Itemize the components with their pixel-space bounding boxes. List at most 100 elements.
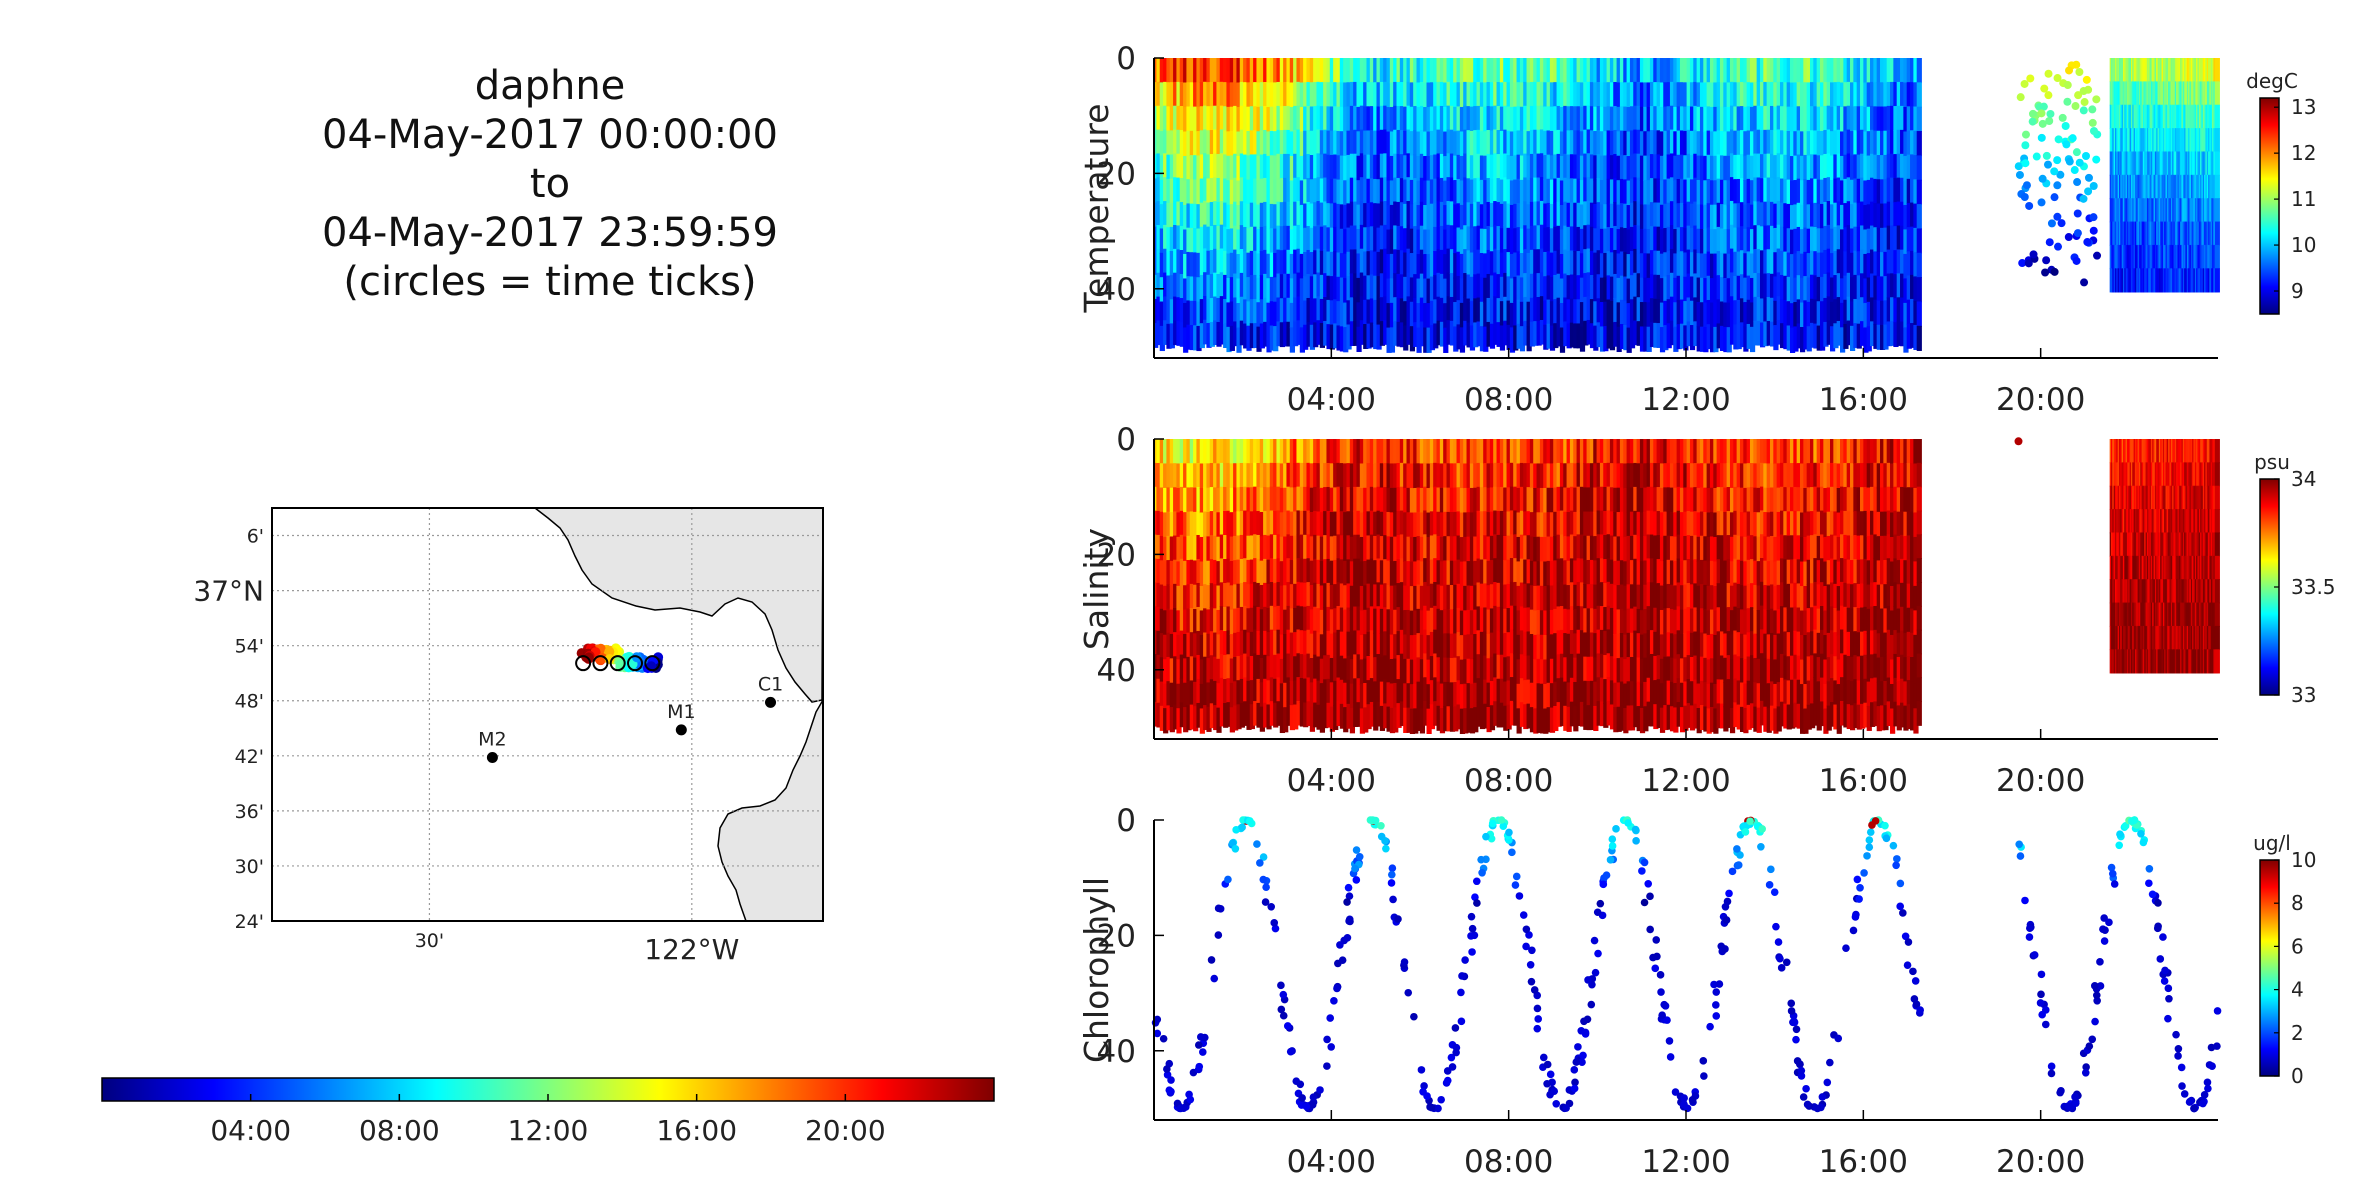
profile-sample xyxy=(1583,273,1589,298)
profile-sample xyxy=(1209,250,1215,275)
profile-sample xyxy=(1209,154,1215,179)
profile-sample xyxy=(1716,275,1722,301)
profile-sample xyxy=(1316,129,1322,155)
profile-sample xyxy=(1419,321,1426,347)
profile-sample xyxy=(1646,82,1652,108)
profile-sample xyxy=(1633,296,1639,322)
profile-sample xyxy=(1413,58,1419,83)
profile-sample xyxy=(1609,155,1616,181)
profile-sample xyxy=(1493,105,1499,131)
profile-sample xyxy=(1543,130,1549,156)
profile-sample xyxy=(1219,58,1225,83)
profile-sample xyxy=(1693,273,1699,299)
profile-sample xyxy=(1643,277,1649,303)
profile-sample xyxy=(1269,82,1275,108)
profile-sample xyxy=(1753,129,1759,155)
profile-sample xyxy=(1406,272,1412,298)
profile-sample xyxy=(1319,202,1325,228)
profile-sample xyxy=(1359,81,1366,107)
profile-sample xyxy=(1696,228,1702,254)
profile-sample xyxy=(1309,252,1315,278)
profile-sample xyxy=(1709,155,1716,182)
scatter-point xyxy=(2079,87,2088,96)
profile-sample xyxy=(1463,201,1469,227)
profile-sample xyxy=(1679,299,1686,325)
profile-sample xyxy=(1633,248,1639,274)
profile-sample xyxy=(1683,106,1689,132)
profile-sample xyxy=(1629,178,1636,204)
profile-sample xyxy=(1426,180,1432,206)
profile-sample xyxy=(1726,253,1732,279)
scatter-point xyxy=(2020,193,2029,202)
scatter-point xyxy=(2083,238,2092,247)
profile-sample xyxy=(1626,254,1632,280)
profile-sample xyxy=(1429,130,1436,156)
profile-sample xyxy=(1213,153,1219,179)
profile-sample xyxy=(1419,81,1426,107)
profile-sample xyxy=(1169,58,1175,83)
profile-sample xyxy=(1283,321,1289,347)
profile-sample xyxy=(1403,252,1409,278)
profile-cast xyxy=(1636,58,1642,346)
profile-sample xyxy=(1323,58,1329,83)
profile-sample xyxy=(1703,326,1709,353)
profile-sample xyxy=(1236,229,1242,255)
profile-sample xyxy=(1579,131,1586,157)
profile-sample xyxy=(1666,226,1672,252)
profile-sample xyxy=(1683,228,1689,254)
profile-sample xyxy=(1553,82,1559,108)
profile-sample xyxy=(1249,323,1255,349)
profile-sample xyxy=(1279,322,1285,348)
profile-sample xyxy=(1203,58,1209,83)
profile-sample xyxy=(1709,253,1716,279)
profile-sample xyxy=(1613,58,1619,83)
profile-sample xyxy=(1696,58,1702,84)
profile-sample xyxy=(1616,82,1622,108)
profile-sample xyxy=(1719,58,1726,84)
scatter-point xyxy=(2073,229,2082,238)
profile-sample xyxy=(1729,272,1736,298)
profile-cast xyxy=(1263,58,1269,347)
profile-sample xyxy=(1413,130,1419,155)
profile-sample xyxy=(1916,301,1922,327)
profile-sample xyxy=(1723,326,1729,353)
profile-sample xyxy=(1176,129,1182,155)
time-colorbar-ticks: 04:00 08:00 12:00 16:00 20:00 xyxy=(210,1094,886,1147)
profile-sample xyxy=(1633,81,1639,107)
profile-sample xyxy=(1373,130,1379,156)
profile-sample xyxy=(1549,58,1556,84)
profile-sample xyxy=(1503,58,1509,83)
profile-sample xyxy=(1693,105,1699,131)
time-colorbar-tick-label: 16:00 xyxy=(656,1114,737,1147)
profile-sample xyxy=(1483,58,1489,84)
profile-sample xyxy=(1313,178,1319,204)
profile-sample xyxy=(1653,250,1659,276)
profile-sample xyxy=(1326,82,1332,108)
profile-sample xyxy=(1266,204,1272,231)
profile-sample xyxy=(1599,106,1606,133)
profile-sample xyxy=(1203,105,1209,131)
profile-sample xyxy=(1516,323,1522,349)
profile-sample xyxy=(1666,130,1672,156)
profile-sample xyxy=(1406,201,1412,226)
profile-sample xyxy=(1439,129,1446,155)
profile-sample xyxy=(1633,58,1639,83)
profile-sample xyxy=(1156,58,1162,83)
profile-sample xyxy=(1503,153,1509,179)
profile-sample xyxy=(1189,300,1195,326)
profile-sample xyxy=(1339,155,1346,181)
profile-sample xyxy=(1693,321,1699,347)
profile-sample xyxy=(1323,105,1329,131)
profile-sample xyxy=(1723,278,1729,304)
profile-sample xyxy=(1659,180,1666,206)
profile-sample xyxy=(1183,302,1189,329)
profile-sample xyxy=(1416,156,1422,182)
profile-sample xyxy=(1716,130,1722,156)
profile-sample xyxy=(1689,106,1696,132)
profile-sample xyxy=(1326,275,1332,301)
profile-sample xyxy=(1196,82,1202,108)
profile-sample xyxy=(1179,58,1185,83)
profile-sample xyxy=(1436,58,1442,83)
profile-sample xyxy=(1163,224,1169,250)
profile-sample xyxy=(1269,130,1275,157)
